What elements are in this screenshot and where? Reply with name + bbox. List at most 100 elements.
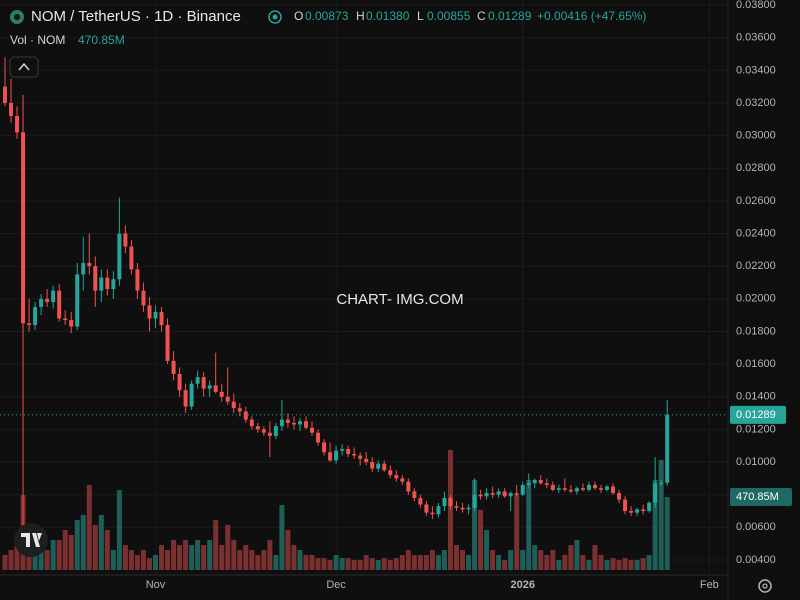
volume-bar [165, 549, 171, 570]
candle-body [316, 432, 321, 443]
x-tick-label: Dec [326, 579, 346, 591]
candle-body [394, 475, 399, 479]
watermark: CHART- IMG.COM [336, 291, 463, 308]
volume-bar [616, 559, 622, 570]
candle-body [617, 493, 622, 500]
volume-bar [68, 534, 74, 570]
candle-body [508, 493, 513, 497]
volume-bar [237, 549, 243, 570]
candle-body [556, 488, 561, 490]
candle-body [207, 385, 212, 389]
volume-bar [140, 549, 146, 570]
candle-body [165, 324, 170, 361]
candle-body [647, 502, 652, 512]
logo[interactable] [14, 523, 48, 557]
volume-bar [80, 514, 86, 570]
volume-bar [207, 539, 213, 570]
y-tick-label: 0.00400 [736, 554, 776, 566]
volume-bar [574, 539, 580, 570]
logo-mark [21, 533, 42, 547]
volume-bar [159, 545, 165, 570]
candle-body [586, 484, 591, 490]
candle-body [598, 488, 603, 490]
volume-bar [580, 554, 586, 570]
volume-bar [243, 545, 249, 570]
volume-bar [86, 485, 92, 570]
volume-bar [514, 494, 520, 570]
candle-body [544, 483, 549, 485]
collapse-icon [18, 62, 30, 71]
candle-body [15, 116, 20, 133]
candle-body [279, 419, 284, 427]
settings-button[interactable] [758, 579, 772, 593]
candle-body [105, 277, 110, 290]
y-tick-label: 0.03000 [736, 130, 776, 142]
volume-bar [146, 558, 152, 570]
volume-bar [315, 558, 321, 570]
volume-bar [225, 525, 231, 570]
candle-body [472, 494, 477, 508]
volume-bar [466, 554, 472, 570]
candle-body [57, 290, 62, 319]
candle-body [629, 511, 634, 513]
volume-bar [496, 554, 502, 570]
x-tick-label: Feb [700, 579, 719, 591]
chart-title: NOM / TetherUS · 1D · Binance [31, 8, 241, 25]
candle-body [532, 480, 537, 484]
y-tick-label: 0.03800 [736, 0, 776, 11]
candle-body [334, 450, 339, 461]
candle-body [406, 481, 411, 492]
volume-bar [423, 554, 429, 570]
candles [2, 57, 670, 526]
volume-bar [303, 554, 309, 570]
candle-body [550, 484, 555, 490]
candle-body [9, 102, 14, 117]
candle-body [255, 426, 260, 430]
candle-body [580, 488, 585, 490]
candle-body [466, 507, 471, 510]
volume-bar [357, 559, 363, 570]
candle-body [303, 421, 308, 428]
volume-bar [568, 545, 574, 570]
volume-bar [490, 549, 496, 570]
x-tick-label: 2026 [510, 579, 534, 591]
volume-value: 470.85M [78, 33, 125, 47]
volume-bar [556, 559, 562, 570]
candle-body [273, 426, 278, 436]
candle-body [123, 233, 128, 247]
candle-body [297, 421, 302, 425]
volume-bar [8, 549, 14, 570]
y-tick-label: 0.01000 [736, 456, 776, 468]
candle-body [592, 484, 597, 489]
candle-body [484, 493, 489, 497]
candle-body [352, 453, 357, 456]
y-tick-label: 0.01200 [736, 423, 776, 435]
volume-bar [297, 549, 303, 570]
candle-body [171, 360, 176, 374]
volume-bar [177, 545, 183, 570]
candle-body [562, 488, 567, 490]
candle-body [653, 483, 658, 503]
collapse-button[interactable] [9, 56, 39, 78]
volume-bar [640, 558, 646, 570]
y-tick-label: 0.01800 [736, 325, 776, 337]
volume-bar [62, 529, 68, 570]
candle-body [430, 512, 435, 515]
candle-body [69, 320, 74, 327]
candle-body [358, 455, 363, 459]
candle-body [135, 269, 140, 291]
status-icon [268, 10, 282, 24]
volume-bar [544, 554, 550, 570]
y-tick-label: 0.02000 [736, 293, 776, 305]
candle-body [189, 383, 194, 407]
volume-title: Vol · NOM [10, 33, 65, 47]
candle-body [502, 491, 507, 497]
candle-body [225, 396, 230, 402]
volume-bar [429, 549, 435, 570]
volume-bar [652, 479, 658, 570]
candle-body [153, 311, 158, 319]
volume-bar [592, 545, 598, 570]
volume-bar [363, 554, 369, 570]
candle-body [219, 391, 224, 397]
